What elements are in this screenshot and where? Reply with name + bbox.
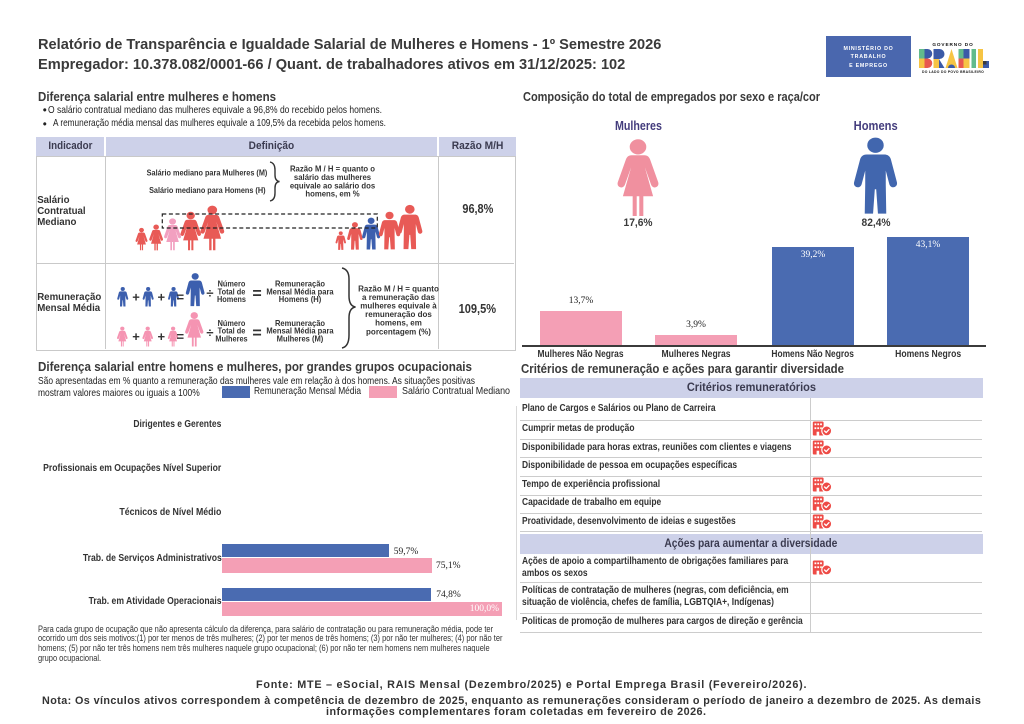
svg-text:÷: ÷: [206, 325, 213, 340]
svg-text:+: +: [158, 329, 166, 344]
svg-text:GOVERNO DO: GOVERNO DO: [932, 42, 973, 47]
svg-text:=: =: [252, 325, 261, 342]
svg-text:mulheres equivale à: mulheres equivale à: [360, 302, 437, 311]
svg-text:Homens (H): Homens (H): [279, 295, 322, 304]
svg-text:+: +: [132, 290, 140, 305]
svg-text:porcentagem (%): porcentagem (%): [366, 327, 431, 336]
svg-text:Número: Número: [218, 319, 246, 328]
svg-text:÷: ÷: [206, 285, 213, 300]
svg-text:Remuneração: Remuneração: [275, 319, 325, 328]
svg-text:Total de: Total de: [218, 326, 246, 335]
svg-text:Mulheres: Mulheres: [215, 334, 247, 343]
svg-text:remuneração dos: remuneração dos: [365, 310, 432, 319]
svg-text:DO LADO DO POVO BRASILEIRO: DO LADO DO POVO BRASILEIRO: [922, 70, 984, 74]
svg-text:Salário mediano para Mulheres: Salário mediano para Mulheres (M): [147, 168, 268, 177]
svg-text:Homens: Homens: [217, 295, 246, 304]
svg-text:Remuneração: Remuneração: [275, 279, 325, 288]
svg-text:=: =: [177, 329, 185, 344]
svg-text:Mensal Média para: Mensal Média para: [266, 327, 334, 336]
svg-text:a remuneração das: a remuneração das: [362, 293, 435, 302]
svg-text:+: +: [132, 329, 140, 344]
svg-text:Salário mediano para Homens (H: Salário mediano para Homens (H): [149, 186, 266, 195]
svg-text:Total de: Total de: [218, 287, 246, 296]
svg-text:Razão M / H = quanto: Razão M / H = quanto: [358, 284, 439, 293]
svg-text:Mensal Média para: Mensal Média para: [266, 287, 334, 296]
svg-text:Razão M / H = quanto o: Razão M / H = quanto o: [290, 165, 375, 174]
svg-text:homens, em %: homens, em %: [305, 189, 359, 198]
svg-text:homens, em: homens, em: [375, 319, 422, 328]
svg-text:+: +: [158, 290, 166, 305]
svg-text:=: =: [252, 285, 261, 302]
svg-text:Mulheres (M): Mulheres (M): [277, 334, 324, 343]
svg-text:equivale ao salário dos: equivale ao salário dos: [290, 181, 376, 190]
svg-text:Número: Número: [218, 279, 246, 288]
svg-text:salário das mulheres: salário das mulheres: [294, 173, 372, 182]
svg-text:=: =: [177, 290, 185, 305]
